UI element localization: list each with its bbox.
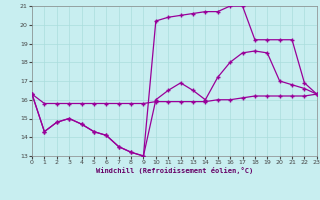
X-axis label: Windchill (Refroidissement éolien,°C): Windchill (Refroidissement éolien,°C) <box>96 167 253 174</box>
